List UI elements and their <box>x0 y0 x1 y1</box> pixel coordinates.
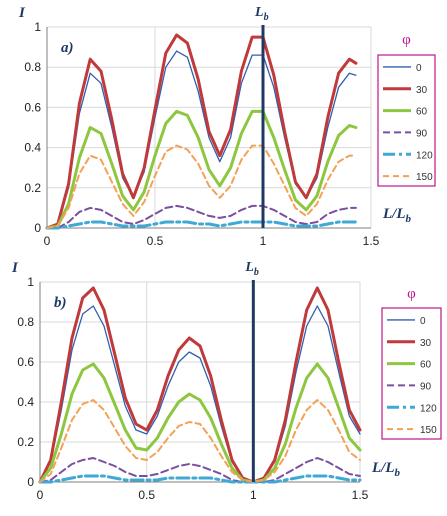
lb-label: Lb <box>254 5 269 23</box>
y-tick-label: 0 <box>27 475 34 489</box>
panel-label: a) <box>61 40 74 56</box>
legend-label-150: 150 <box>420 425 437 436</box>
series-line-150 <box>46 144 357 229</box>
y-axis-label: I <box>18 5 26 21</box>
x-tick-label: 0 <box>44 234 51 248</box>
legend-label-30: 30 <box>420 338 432 349</box>
y-tick-label: 0.4 <box>17 395 34 409</box>
lb-label: Lb <box>244 260 259 278</box>
y-tick-label: 1 <box>27 275 34 289</box>
y-tick-label: 0.6 <box>24 100 41 114</box>
legend-label-0: 0 <box>416 63 422 74</box>
series-line-30 <box>45 33 358 230</box>
x-tick-label: 1.5 <box>352 488 369 502</box>
legend-label-150: 150 <box>416 172 433 183</box>
series-line-150 <box>39 399 361 483</box>
lb-label-main: L <box>244 260 254 275</box>
series-line-60 <box>45 109 358 230</box>
series-line-90 <box>46 204 357 229</box>
y-tick-label: 0.8 <box>17 315 34 329</box>
series-line-0 <box>39 305 361 483</box>
legend-title: φ <box>407 286 416 302</box>
legend-label-60: 60 <box>416 107 428 118</box>
x-tick-label: 0 <box>37 488 44 502</box>
lb-label-sub: b <box>264 12 269 23</box>
y-tick-label: 0.2 <box>24 181 41 195</box>
y-tick-label: 0.2 <box>17 435 34 449</box>
x-axis-label: L/Lb <box>371 460 401 479</box>
legend-label-30: 30 <box>416 85 428 96</box>
legend-box <box>377 54 436 187</box>
series-line-120 <box>38 474 362 484</box>
lb-label-sub: b <box>254 267 259 278</box>
series-line-0 <box>46 50 357 229</box>
x-tick-label: 0.5 <box>138 488 155 502</box>
legend-label-120: 120 <box>416 150 433 161</box>
y-tick-label: 0.4 <box>24 141 41 155</box>
series-line-120 <box>45 220 358 230</box>
y-axis-label: I <box>11 260 19 276</box>
x-axis-label-sub: b <box>395 467 401 479</box>
x-axis-label-sub: b <box>406 213 412 225</box>
legend-label-0: 0 <box>420 316 426 327</box>
x-tick-label: 1 <box>250 488 257 502</box>
x-tick-label: 1 <box>260 234 267 248</box>
chart-panel-b: 00.20.40.60.810 0.5 1 1.5Ib)LbL/Lbφ03060901… <box>11 260 442 502</box>
legend-title: φ <box>402 32 411 48</box>
y-tick-label: 0 <box>34 221 41 235</box>
y-tick-label: 0.6 <box>17 355 34 369</box>
lb-label-main: L <box>254 5 264 20</box>
legend-label-90: 90 <box>416 128 428 139</box>
chart-panel-a: 00.20.40.60.810 0.5 1 1.5Ia)LbL/Lbφ03060901… <box>18 5 436 248</box>
legend-label-60: 60 <box>420 360 432 371</box>
series-line-90 <box>39 457 361 483</box>
x-axis-label-main: L/L <box>371 460 395 476</box>
x-tick-label: 1.5 <box>363 234 380 248</box>
legend-label-120: 120 <box>420 403 437 414</box>
series-line-60 <box>38 362 362 484</box>
legend-label-90: 90 <box>420 381 432 392</box>
x-tick-label: 0.5 <box>147 234 164 248</box>
x-axis-label-main: L/L <box>382 206 406 222</box>
series-line-30 <box>38 286 362 484</box>
legend-box <box>381 307 442 440</box>
y-tick-label: 1 <box>34 20 41 34</box>
y-tick-label: 0.8 <box>24 60 41 74</box>
panel-label: b) <box>54 295 67 311</box>
x-axis-label: L/Lb <box>382 206 412 225</box>
